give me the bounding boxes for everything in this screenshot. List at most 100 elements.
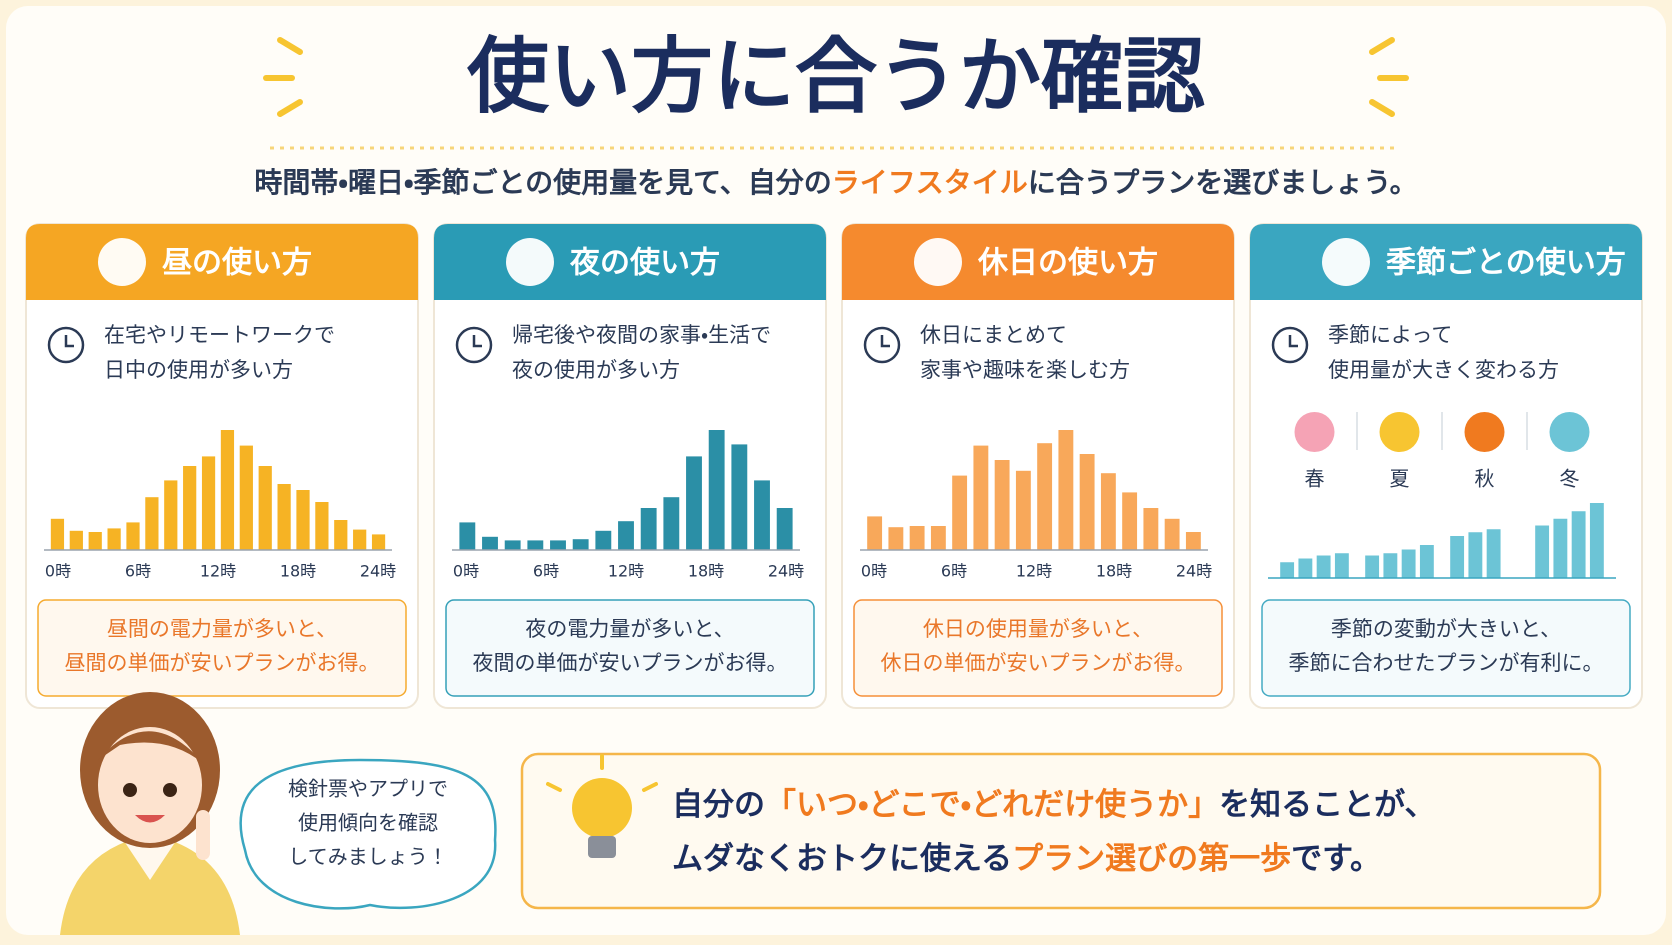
bar (1450, 536, 1465, 578)
x-tick-label: 12時 (1016, 562, 1052, 581)
bar (296, 490, 310, 550)
bar (1015, 470, 1031, 550)
bar (1298, 558, 1313, 578)
card-desc: 使用量が大きく変わる方 (1328, 358, 1559, 382)
bar (1334, 553, 1349, 578)
card-desc: 夜の使用が多い方 (512, 358, 680, 382)
bar (776, 508, 793, 550)
tip-part: です。 (1291, 841, 1381, 877)
x-tick-label: 18時 (1096, 562, 1132, 581)
card-title: 昼の使い方 (162, 246, 312, 281)
card-desc: 季節によって (1328, 323, 1452, 347)
card-desc: 帰宅後や夜間の家事・生活で (512, 323, 771, 347)
season-label: 秋 (1475, 467, 1495, 491)
subtitle-part: に合うプランを選びましょう。 (1028, 166, 1418, 199)
x-tick-label: 24時 (768, 562, 804, 581)
bar (1553, 518, 1568, 578)
bar (145, 497, 159, 550)
season-icon (1379, 412, 1420, 452)
tip-line: ムダなくおトクに使えるプラン選びの第一歩です。 (672, 841, 1381, 877)
x-tick-label: 24時 (1176, 562, 1212, 581)
bar (126, 522, 140, 550)
bar (1383, 553, 1398, 578)
x-tick-label: 24時 (360, 562, 396, 581)
x-tick-label: 0時 (45, 562, 71, 581)
subtitle: 時間帯・曜日・季節ごとの使用量を見て、自分のライフスタイルに合うプランを選びまし… (254, 166, 1417, 199)
bar (754, 480, 770, 550)
bar (867, 516, 883, 550)
bar (183, 466, 197, 550)
season-icon (1549, 412, 1590, 452)
bar (1079, 454, 1095, 550)
bar (107, 528, 121, 550)
bar (640, 508, 657, 550)
bar (1589, 503, 1604, 578)
bar (1365, 555, 1380, 578)
tip-text: 自分の「いつ・どこで・どれだけ使うか」を知ることが、ムダなくおトクに使えるプラン… (672, 787, 1436, 877)
card-desc: 家事や趣味を楽しむ方 (920, 358, 1130, 382)
bar (220, 430, 235, 550)
clock-icon (1271, 326, 1309, 364)
bar (1486, 529, 1501, 578)
bar (88, 532, 102, 550)
character (60, 692, 240, 935)
bar (201, 456, 216, 550)
bar (1280, 562, 1295, 578)
note-box (853, 599, 1223, 697)
tip-part: 「いつ・どこで・どれだけ使うか」 (765, 787, 1219, 823)
season-icon (1294, 412, 1335, 452)
bar (909, 526, 925, 550)
tip-part: ムダなくおトクに使える (672, 841, 1012, 877)
bar (459, 522, 476, 550)
x-tick-label: 0時 (453, 562, 479, 581)
bar (708, 430, 725, 550)
x-tick-label: 6時 (941, 562, 967, 581)
bar (1316, 555, 1331, 578)
x-tick-label: 18時 (688, 562, 724, 581)
card-desc: 日中の使用が多い方 (104, 358, 293, 382)
bar (50, 518, 65, 550)
card-note: 季節に合わせたプランが有利に。 (1289, 651, 1604, 675)
clock-hands (880, 335, 890, 348)
title: 使い方に合うか確認 (467, 29, 1205, 124)
bar (930, 526, 946, 550)
x-tick-label: 6時 (125, 562, 151, 581)
bar (572, 539, 589, 550)
bar (1164, 518, 1180, 550)
bar (239, 445, 253, 550)
season-icon (1464, 412, 1505, 452)
bar (164, 480, 178, 550)
clock-icon (863, 326, 901, 364)
bar (482, 536, 498, 550)
tip-part: プラン選びの第一歩 (1012, 841, 1291, 877)
bubble-line: 検針票やアプリで (288, 777, 448, 801)
bar (1185, 532, 1201, 550)
card-note: 昼間の単価が安いプランがお得。 (65, 651, 380, 675)
clock-icon (47, 326, 85, 364)
header-icon (506, 238, 554, 286)
bar (315, 502, 329, 550)
season-label: 冬 (1560, 467, 1580, 491)
season-label: 春 (1305, 467, 1325, 491)
x-tick-label: 0時 (861, 562, 887, 581)
title-sparkles (263, 37, 1409, 117)
bar (1419, 545, 1434, 578)
bubble-line: してみましょう！ (288, 845, 447, 869)
bar (731, 444, 748, 550)
clock-hands (472, 335, 482, 348)
bar (994, 460, 1010, 550)
bar (1535, 525, 1550, 578)
bar (504, 540, 521, 550)
bar (973, 445, 989, 550)
bar (1058, 430, 1074, 550)
tip-line: 自分の「いつ・どこで・どれだけ使うか」を知ることが、 (672, 787, 1436, 823)
bar (1143, 508, 1159, 550)
bulb-icon (546, 754, 658, 858)
x-tick-label: 6時 (533, 562, 559, 581)
bar (277, 484, 291, 550)
